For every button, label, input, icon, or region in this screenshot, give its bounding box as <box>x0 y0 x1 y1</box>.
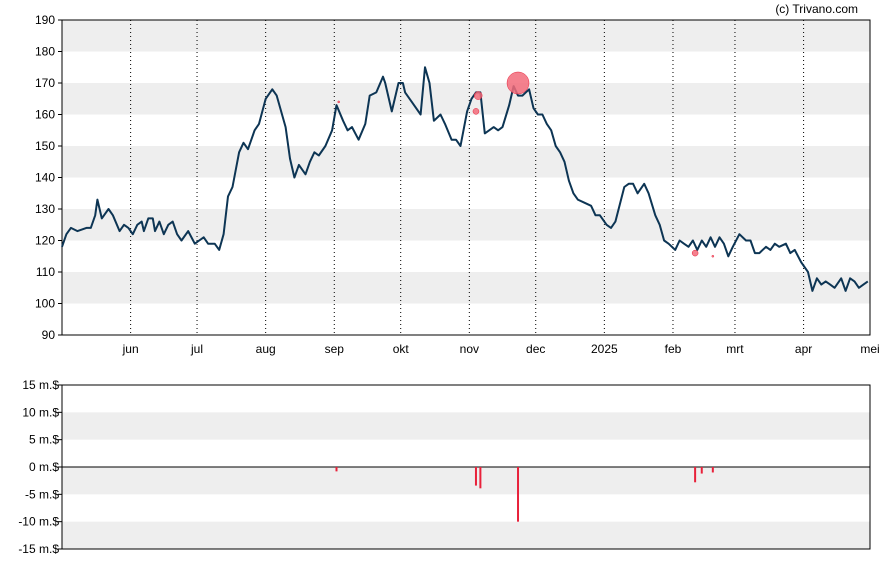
trade-bubble <box>691 249 699 257</box>
trade-bubble <box>337 100 340 104</box>
volume-y-tick-label: -15 m.$ <box>18 542 59 556</box>
volume-bar <box>694 467 697 483</box>
x-tick-label: okt <box>393 342 410 356</box>
price-grid-band <box>62 83 870 115</box>
x-tick-label: mei <box>860 342 879 356</box>
y-tick-label: 140 <box>35 171 55 185</box>
x-tick-label: aug <box>256 342 276 356</box>
x-tick-label: 2025 <box>591 342 618 356</box>
y-tick-label: 170 <box>35 76 55 90</box>
trade-bubble <box>472 108 480 115</box>
volume-y-tick-label: -5 m.$ <box>25 487 59 501</box>
y-tick-label: 160 <box>35 108 55 122</box>
x-tick-label: feb <box>665 342 682 356</box>
volume-grid-band <box>62 412 870 440</box>
price-grid-band <box>62 209 870 241</box>
volume-bar <box>700 467 703 474</box>
y-tick-label: 130 <box>35 202 55 216</box>
x-tick-label: jun <box>122 342 139 356</box>
price-plot-frame <box>61 19 871 336</box>
x-tick-label: dec <box>526 342 545 356</box>
volume-bar <box>479 467 482 489</box>
y-tick-label: 180 <box>35 45 55 59</box>
credit-label: (c) Trivano.com <box>775 2 858 16</box>
volume-panel: 15 m.$ 10 m.$ 5 m.$ 0 m.$ -5 m.$ -10 m.$ -15 m… <box>18 378 871 556</box>
x-tick-label: jul <box>190 342 203 356</box>
volume-y-tick-label: 5 m.$ <box>29 433 59 447</box>
y-tick-label: 90 <box>42 328 56 342</box>
x-tick-label: mrt <box>726 342 744 356</box>
price-panel: jun jul aug sep okt nov dec 2025 feb mrt apr mei 90 1… <box>35 13 880 356</box>
volume-grid-band <box>62 521 870 549</box>
x-tick-label: nov <box>460 342 479 356</box>
price-grid-band <box>62 20 870 52</box>
y-tick-label: 150 <box>35 139 55 153</box>
trade-bubble <box>711 255 715 258</box>
price-line <box>61 66 869 292</box>
y-tick-label: 120 <box>35 234 55 248</box>
price-grid-band <box>62 272 870 304</box>
volume-y-tick-label: 0 m.$ <box>29 460 59 474</box>
price-grid-band <box>62 146 870 178</box>
volume-grid-band <box>62 467 870 495</box>
volume-bar <box>335 467 338 472</box>
volume-y-tick-label: -10 m.$ <box>18 515 59 529</box>
y-tick-label: 190 <box>35 13 55 27</box>
y-tick-label: 100 <box>35 297 55 311</box>
trade-bubble <box>506 71 530 95</box>
x-tick-label: apr <box>795 342 812 356</box>
volume-bar <box>474 467 477 486</box>
y-tick-label: 110 <box>36 265 55 279</box>
volume-bar <box>711 467 714 473</box>
x-tick-label: sep <box>325 342 345 356</box>
volume-y-tick-label: 15 m.$ <box>22 378 59 392</box>
trade-bubble <box>473 91 483 100</box>
volume-plot-frame <box>61 384 871 550</box>
volume-bar <box>517 467 520 522</box>
volume-y-tick-label: 10 m.$ <box>22 405 59 419</box>
